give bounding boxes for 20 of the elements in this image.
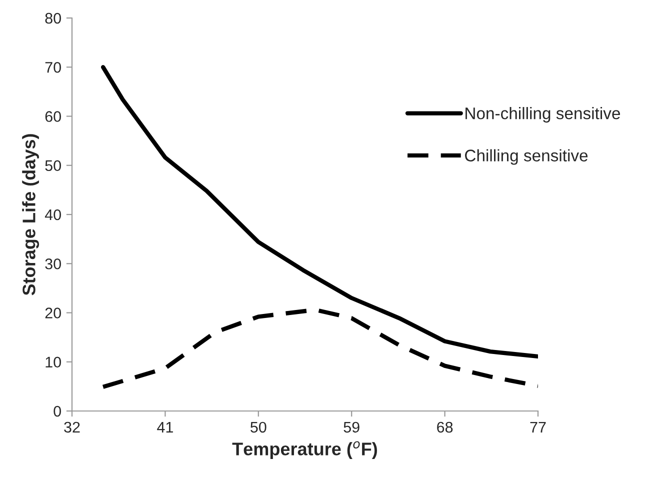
y-tick-label: 80: [45, 12, 61, 24]
y-tick-label: 0: [54, 406, 61, 417]
x-tick-label: 59: [344, 422, 360, 433]
legend-label: Non-chilling sensitive: [466, 107, 620, 123]
legend-label: Chilling sensitive: [465, 149, 588, 165]
y-tick-label: 50: [45, 160, 61, 172]
y-axis-title: Storage Life (days): [22, 134, 40, 296]
y-tick-label: 30: [45, 258, 61, 270]
y-tick-label: 60: [45, 111, 61, 122]
x-tick-label: 68: [437, 422, 453, 433]
x-tick-label: 77: [530, 422, 546, 432]
x-tick-label: 50: [250, 422, 266, 433]
y-tick-label: 40: [44, 209, 61, 220]
y-tick-label: 10: [46, 356, 61, 368]
x-axis-title: Temperature ($^{o}$F): [232, 441, 377, 459]
y-tick-label: 20: [45, 308, 61, 318]
y-tick-label: 70: [45, 62, 61, 73]
x-tick-label: 41: [157, 422, 173, 432]
x-tick-label: 32: [64, 422, 80, 433]
line-series: [100, 308, 538, 390]
